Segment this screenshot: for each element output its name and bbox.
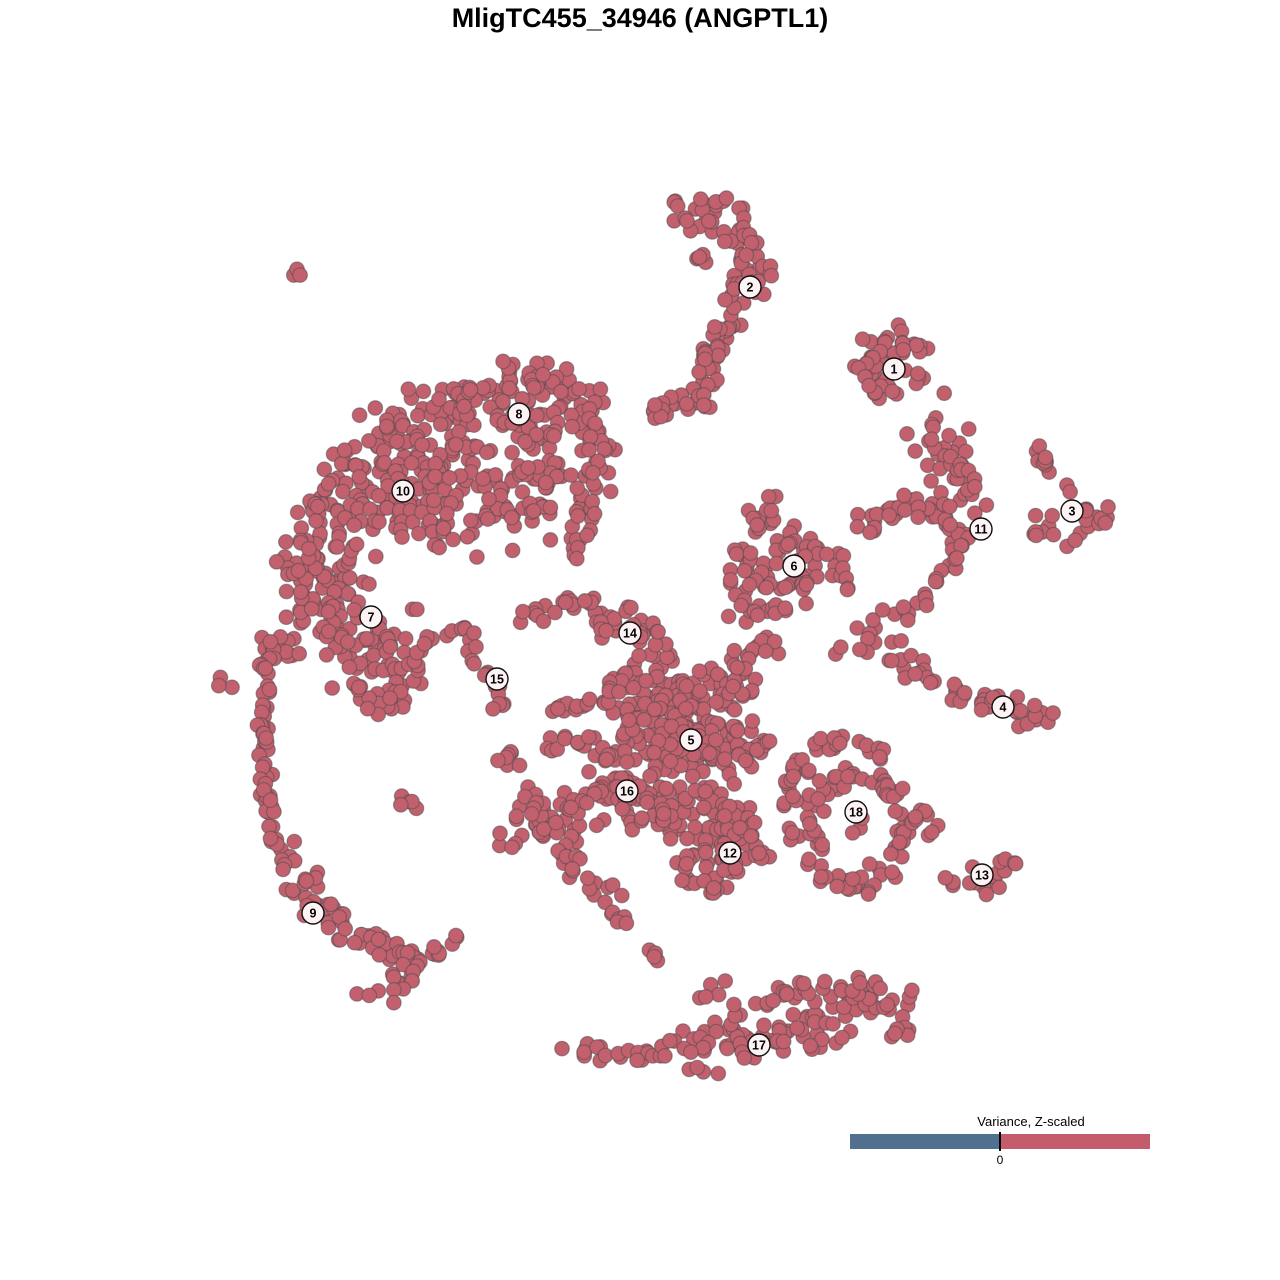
cluster-4-points	[827, 602, 1061, 735]
cluster-label-17: 17	[747, 1033, 771, 1057]
cluster-label-9: 9	[301, 901, 325, 925]
cluster-label-11: 11	[969, 517, 993, 541]
cluster-11-points	[849, 410, 995, 629]
svg-text:9: 9	[310, 907, 317, 921]
cluster-label-14: 14	[618, 621, 642, 645]
cluster-label-15: 15	[485, 667, 509, 691]
cluster-outliers-points	[210, 261, 517, 817]
svg-text:7: 7	[368, 611, 375, 625]
svg-text:8: 8	[516, 408, 523, 422]
cluster-label-7: 7	[359, 605, 383, 629]
cluster-label-1: 1	[882, 357, 906, 381]
svg-text:12: 12	[723, 847, 737, 861]
svg-text:10: 10	[396, 485, 410, 499]
cluster-label-5: 5	[679, 728, 703, 752]
plot-title: MligTC455_34946 (ANGPTL1)	[452, 3, 829, 33]
cluster-label-8: 8	[507, 402, 531, 426]
cluster-14-points	[512, 589, 674, 653]
cluster-10-points	[268, 433, 586, 617]
cluster-3-points	[1026, 438, 1116, 555]
colorbar-legend: Variance, Z-scaled 0	[850, 1114, 1150, 1167]
cluster-17-points	[554, 969, 920, 1082]
svg-text:4: 4	[1000, 701, 1007, 715]
cluster-label-12: 12	[718, 841, 742, 865]
cluster-label-18: 18	[844, 800, 868, 824]
cluster-15-points	[453, 619, 512, 717]
cluster-8-points	[325, 353, 623, 567]
cluster-9-points	[249, 629, 465, 1011]
cluster-label-2: 2	[738, 275, 762, 299]
svg-text:18: 18	[849, 806, 863, 820]
cluster-16-points	[491, 754, 680, 969]
svg-text:5: 5	[688, 734, 695, 748]
svg-text:11: 11	[974, 523, 987, 537]
svg-text:16: 16	[620, 785, 634, 799]
svg-text:2: 2	[747, 281, 754, 295]
svg-text:17: 17	[752, 1039, 766, 1053]
svg-text:15: 15	[490, 673, 504, 687]
legend-title: Variance, Z-scaled	[977, 1114, 1084, 1129]
cluster-6-points	[720, 488, 856, 695]
scatter-points-layer	[210, 190, 1116, 1082]
cluster-18-points	[777, 728, 946, 902]
cluster-2-points	[645, 190, 780, 427]
legend-negative-bar	[850, 1134, 1000, 1149]
cluster-label-16: 16	[615, 779, 639, 803]
cluster-label-6: 6	[782, 554, 806, 578]
svg-text:3: 3	[1069, 505, 1076, 519]
cluster-label-10: 10	[391, 479, 415, 503]
svg-text:6: 6	[791, 560, 798, 574]
svg-text:14: 14	[623, 627, 637, 641]
cluster-label-3: 3	[1060, 499, 1084, 523]
svg-text:1: 1	[891, 363, 898, 377]
svg-text:13: 13	[975, 869, 989, 883]
legend-tick-label: 0	[997, 1153, 1004, 1167]
legend-positive-bar	[1000, 1134, 1150, 1149]
cluster-label-4: 4	[991, 695, 1015, 719]
cluster-label-13: 13	[970, 863, 994, 887]
